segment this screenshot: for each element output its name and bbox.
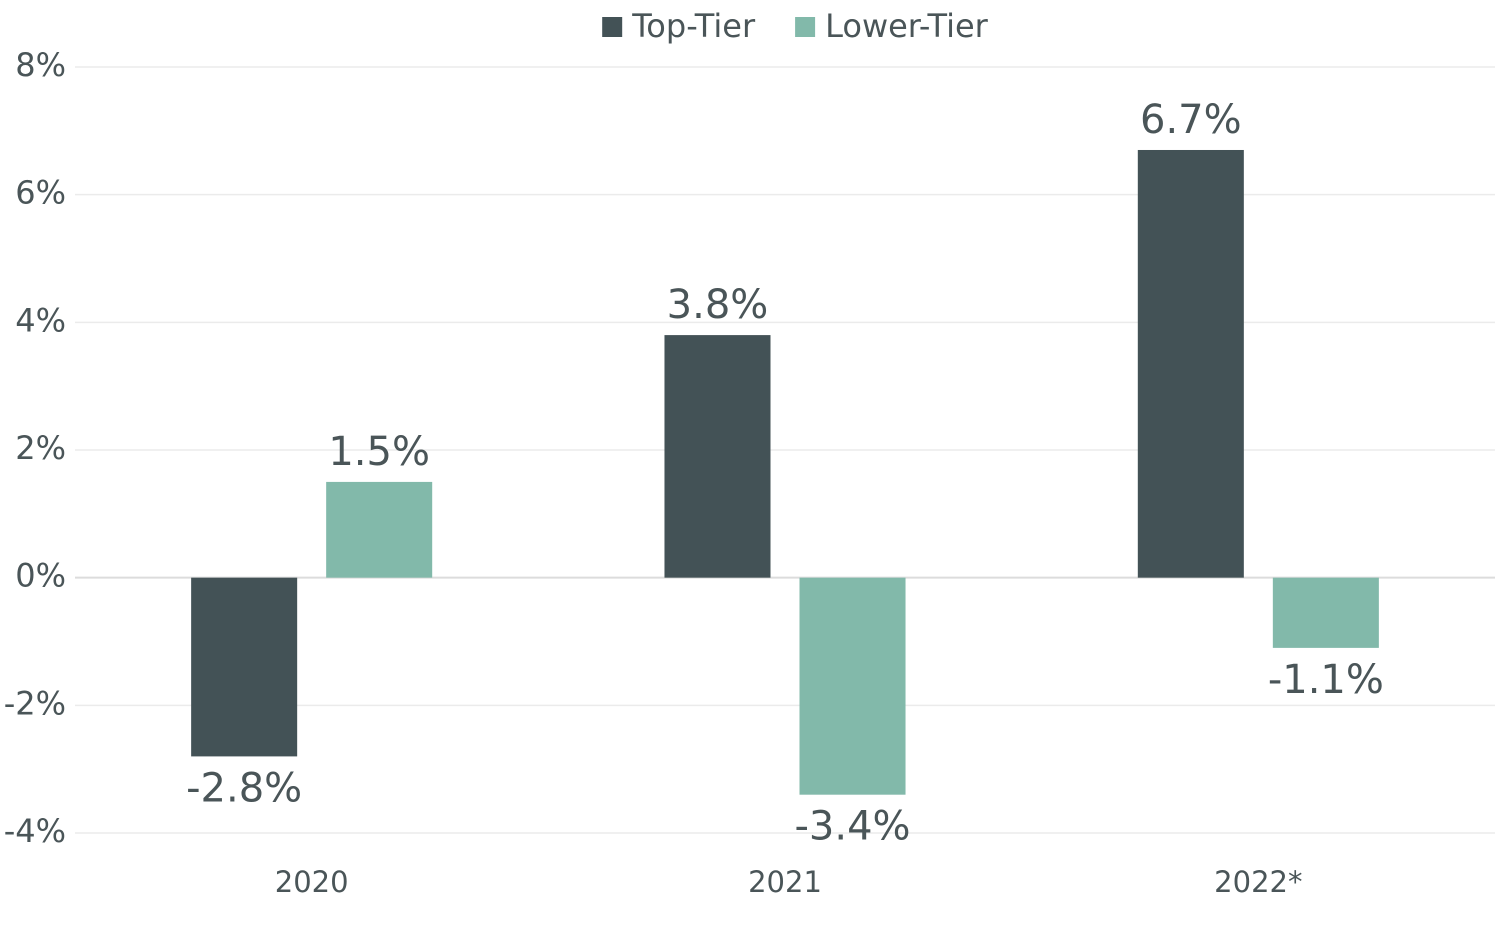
y-tick-label: 8%	[15, 46, 66, 84]
value-label: 6.7%	[1140, 97, 1242, 143]
y-tick-label: 6%	[15, 174, 66, 212]
bar	[326, 481, 433, 578]
x-tick-label: 2020	[275, 865, 349, 899]
y-tick-label: 4%	[15, 301, 66, 339]
value-label: 3.8%	[667, 282, 769, 328]
legend-label: Lower-Tier	[825, 7, 989, 45]
bar	[799, 577, 906, 795]
x-tick-label: 2021	[748, 865, 822, 899]
legend-label: Top-Tier	[631, 7, 756, 45]
legend-swatch	[602, 17, 623, 37]
legend-swatch	[795, 17, 816, 37]
y-tick-label: -2%	[4, 684, 66, 722]
bar	[191, 577, 298, 757]
y-tick-label: -4%	[4, 812, 66, 850]
value-label: -2.8%	[186, 765, 302, 811]
value-label: -1.1%	[1268, 657, 1384, 703]
x-tick-label: 2022*	[1214, 865, 1302, 899]
value-label: 1.5%	[328, 429, 430, 475]
y-tick-label: 2%	[15, 429, 66, 467]
bar	[1137, 149, 1244, 578]
bar	[664, 335, 771, 578]
y-tick-label: 0%	[15, 557, 66, 595]
bar	[1272, 577, 1379, 648]
value-label: -3.4%	[794, 804, 910, 850]
